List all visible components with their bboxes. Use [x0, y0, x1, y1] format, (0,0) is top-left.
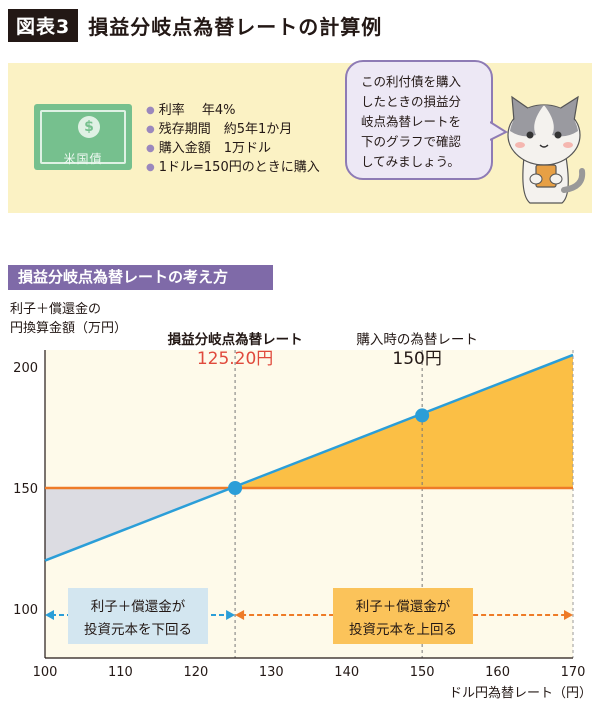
speech-bubble: この利付債を購入 したときの損益分 岐点為替レートを 下のグラフで確認 してみま…: [345, 60, 493, 180]
profit-arrow-right-head: [564, 610, 573, 620]
profit-label-line: 投資元本を上回る: [349, 622, 457, 638]
loss-arrow-left-head: [45, 610, 54, 620]
break-even-label: 損益分岐点為替レート: [168, 331, 303, 348]
condition-purchase-rate: 1ドル=150円のときに購入: [146, 158, 320, 177]
condition-interest-rate: 利率 年4%: [146, 101, 320, 120]
x-tick-label: 140: [334, 665, 359, 680]
purchase-rate-value: 150円: [392, 349, 441, 369]
loss-label-line: 投資元本を下回る: [84, 622, 192, 638]
x-tick-label: 110: [108, 665, 133, 680]
cat-mascot-icon: [507, 95, 586, 204]
loss-label-line: 利子＋償還金が: [91, 599, 186, 615]
x-tick-label: 150: [410, 665, 435, 680]
x-axis-title: ドル円為替レート（円）: [448, 686, 592, 701]
loss-arrow-right-head: [226, 610, 236, 620]
x-tick-label: 120: [183, 665, 208, 680]
y-tick-label: 200: [13, 361, 38, 376]
bubble-line: 下のグラフで確認: [361, 134, 462, 149]
y-axis-title: 利子＋償還金の 円換算金額（万円）: [10, 300, 127, 338]
profit-label-line: 利子＋償還金が: [356, 599, 451, 615]
y-axis-title-line: 円換算金額（万円）: [10, 321, 128, 336]
bond-certificate-icon: $ 米国債: [34, 104, 132, 170]
bubble-line: 岐点為替レートを: [361, 114, 462, 129]
profit-label-box: [333, 588, 473, 644]
break-even-value: 125.20円: [197, 349, 273, 369]
x-tick-label: 100: [33, 665, 58, 680]
x-tick-label: 170: [561, 665, 586, 680]
y-axis-title-line: 利子＋償還金の: [10, 302, 102, 317]
purchase-rate-label: 購入時の為替レート: [356, 332, 478, 348]
key-point-1: [415, 408, 430, 423]
loss-label-box: [68, 588, 208, 644]
bubble-line: この利付債を購入: [361, 74, 462, 89]
y-tick-label: 100: [13, 603, 38, 618]
key-point-0: [228, 481, 243, 495]
profit-arrow-left-head: [235, 610, 245, 620]
figure-number-badge: 図表3: [8, 8, 79, 42]
bond-conditions-list: 利率 年4% 残存期間 約5年1か月 購入金額 1万ドル 1ドル=150円のとき…: [146, 101, 320, 177]
bond-label: 米国債: [63, 152, 103, 166]
figure-header: 図表3 損益分岐点為替レートの計算例: [8, 8, 383, 42]
bubble-line: したときの損益分: [361, 94, 462, 109]
section-title: 損益分岐点為替レートの考え方: [8, 265, 273, 290]
x-tick-label: 160: [485, 665, 510, 680]
figure-title: 損益分岐点為替レートの計算例: [88, 14, 383, 39]
speech-bubble-tail: [490, 121, 508, 141]
dollar-coin-icon: $: [78, 116, 100, 138]
series-return-line: [44, 353, 574, 562]
bubble-line: してみましょう。: [361, 154, 460, 169]
condition-remaining-term: 残存期間 約5年1か月: [146, 120, 320, 139]
y-tick-label: 150: [13, 482, 38, 497]
x-tick-label: 130: [259, 665, 284, 680]
condition-purchase-amount: 購入金額 1万ドル: [146, 139, 320, 158]
